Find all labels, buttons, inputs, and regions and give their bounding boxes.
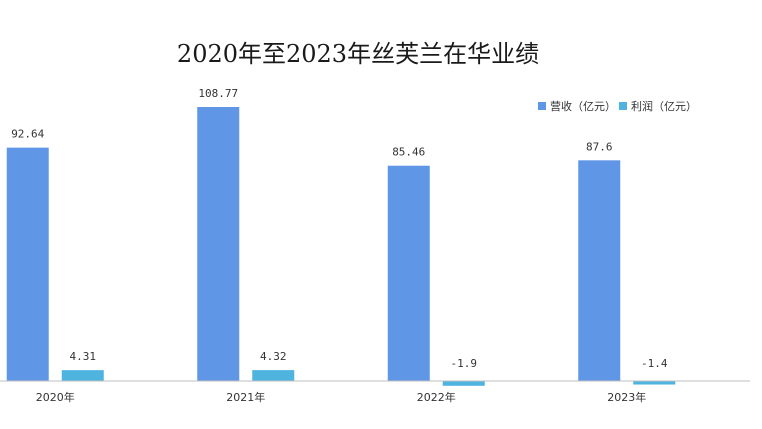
data-label-profit-1: 4.32 [260,350,287,363]
bar-revenue-2 [387,165,430,381]
x-axis-ticks: 2020年 2021年 2022年 2023年 [36,390,647,404]
bar-revenue-3 [578,160,621,381]
legend-label-revenue: 营收（亿元） [550,99,616,113]
data-label-revenue-2: 85.46 [392,146,425,159]
bars: 92.64 4.31 108.77 4.32 85.46 -1.9 87.6 -1.4 [6,87,676,386]
bar-profit-0 [61,370,104,381]
data-label-revenue-3: 87.6 [586,140,613,153]
bar-profit-1 [252,370,295,381]
x-tick-label-0: 2020年 [36,390,75,404]
legend-label-profit: 利润（亿元） [631,99,697,113]
bar-profit-2 [442,381,485,386]
data-label-profit-2: -1.9 [451,357,478,370]
data-label-revenue-1: 108.77 [198,87,238,100]
x-tick-label-2: 2022年 [417,390,456,404]
chart-title: 2020年至2023年丝芙兰在华业绩 [177,40,539,68]
bar-revenue-1 [197,107,240,381]
bar-profit-3 [633,381,676,385]
bar-revenue-0 [6,147,49,381]
legend: 营收（亿元） 利润（亿元） [538,99,697,113]
legend-swatch-profit [619,102,627,110]
x-tick-label-3: 2023年 [607,390,646,404]
data-label-profit-3: -1.4 [641,357,668,370]
data-label-revenue-0: 92.64 [11,128,44,141]
x-tick-label-1: 2021年 [226,390,265,404]
data-label-profit-0: 4.31 [70,350,97,363]
legend-swatch-revenue [538,102,546,110]
